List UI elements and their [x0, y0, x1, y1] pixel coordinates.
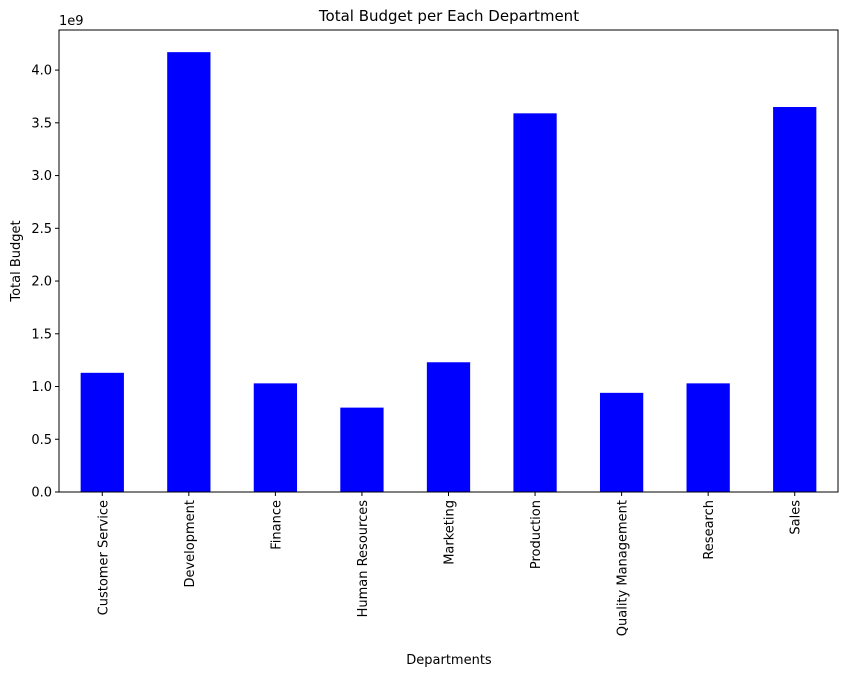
bar-marketing [426, 362, 471, 492]
bar-finance [253, 383, 298, 492]
x-tick-label: Sales [789, 500, 804, 535]
y-tick-label: 2.5 [31, 222, 52, 237]
y-axis-label: Total Budget [9, 220, 24, 302]
y-tick-label: 0.5 [31, 433, 52, 448]
y-tick-label: 1.5 [31, 327, 52, 342]
x-tick-label: Development [183, 500, 198, 588]
y-tick-label: 3.5 [31, 116, 52, 131]
bars [80, 52, 817, 492]
bar-customer-service [80, 372, 124, 492]
y-tick-label: 0.0 [31, 486, 52, 501]
bar-research [686, 383, 730, 492]
y-axis: 0.0 0.5 1.0 1.5 2.0 2.5 3.0 3.5 4.0 [31, 64, 59, 501]
y-axis-offset-label: 1e9 [59, 14, 84, 29]
x-tick-label: Marketing [443, 500, 458, 565]
y-tick-label: 4.0 [31, 64, 52, 79]
x-tick-label: Production [529, 500, 544, 569]
bar-quality-management [599, 392, 644, 492]
bar-production [513, 113, 557, 492]
x-axis: Customer Service Development Finance Human … [96, 492, 804, 636]
x-tick-label: Finance [269, 500, 284, 550]
x-tick-label: Quality Management [616, 500, 631, 636]
y-tick-label: 3.0 [31, 169, 52, 184]
x-tick-label: Research [702, 500, 717, 560]
y-tick-label: 1.0 [31, 380, 52, 395]
bar-sales [773, 107, 817, 492]
x-tick-label: Customer Service [96, 500, 111, 615]
x-tick-label: Human Resources [356, 500, 371, 618]
x-axis-label: Departments [406, 653, 492, 668]
bar-human-resources [340, 407, 384, 492]
y-tick-label: 2.0 [31, 275, 52, 290]
chart-title: Total Budget per Each Department [318, 7, 579, 25]
bar-development [167, 52, 211, 492]
